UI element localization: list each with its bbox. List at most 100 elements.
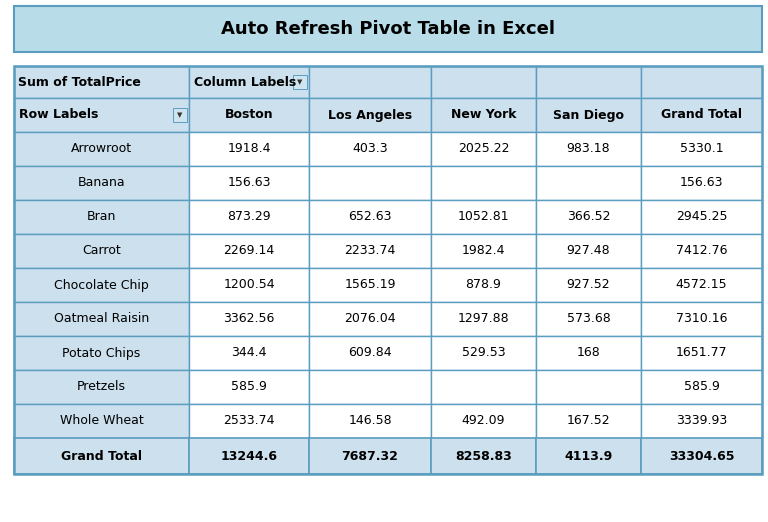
- Text: Chocolate Chip: Chocolate Chip: [54, 279, 149, 291]
- Text: 573.68: 573.68: [567, 313, 611, 326]
- Bar: [641, 66, 762, 98]
- Text: 344.4: 344.4: [231, 347, 266, 360]
- Bar: [431, 302, 536, 336]
- Bar: [309, 200, 431, 234]
- Bar: [14, 166, 189, 200]
- Text: Arrowroot: Arrowroot: [71, 143, 132, 156]
- Text: Auto Refresh Pivot Table in Excel: Auto Refresh Pivot Table in Excel: [221, 20, 555, 38]
- Text: 1565.19: 1565.19: [344, 279, 396, 291]
- Text: Column Labels: Column Labels: [194, 76, 296, 89]
- Bar: [536, 404, 641, 438]
- Text: 878.9: 878.9: [465, 279, 502, 291]
- Text: ▼: ▼: [177, 112, 183, 118]
- Text: 529.53: 529.53: [462, 347, 505, 360]
- Text: 2533.74: 2533.74: [223, 414, 275, 428]
- Text: 156.63: 156.63: [680, 176, 723, 189]
- Text: Grand Total: Grand Total: [61, 449, 142, 462]
- Bar: [14, 438, 189, 474]
- Bar: [14, 404, 189, 438]
- Bar: [309, 98, 431, 132]
- Bar: [536, 98, 641, 132]
- Bar: [536, 234, 641, 268]
- Bar: [189, 302, 309, 336]
- Bar: [431, 200, 536, 234]
- Bar: [536, 200, 641, 234]
- Bar: [14, 336, 189, 370]
- Bar: [14, 200, 189, 234]
- Bar: [431, 234, 536, 268]
- Bar: [189, 438, 309, 474]
- Bar: [14, 234, 189, 268]
- Bar: [641, 132, 762, 166]
- Text: Grand Total: Grand Total: [661, 109, 742, 122]
- Bar: [431, 166, 536, 200]
- Bar: [641, 370, 762, 404]
- Text: 366.52: 366.52: [567, 210, 611, 223]
- Bar: [536, 66, 641, 98]
- Text: 4113.9: 4113.9: [564, 449, 613, 462]
- Bar: [641, 438, 762, 474]
- Bar: [309, 336, 431, 370]
- Bar: [309, 234, 431, 268]
- Text: 585.9: 585.9: [684, 381, 720, 394]
- Text: 167.52: 167.52: [567, 414, 611, 428]
- Bar: [309, 132, 431, 166]
- Bar: [641, 302, 762, 336]
- Text: 3362.56: 3362.56: [223, 313, 275, 326]
- Text: 168: 168: [577, 347, 601, 360]
- Bar: [293, 75, 307, 89]
- Text: 8258.83: 8258.83: [455, 449, 512, 462]
- Text: Oatmeal Raisin: Oatmeal Raisin: [54, 313, 149, 326]
- Text: 652.63: 652.63: [348, 210, 392, 223]
- Bar: [431, 268, 536, 302]
- Text: 7412.76: 7412.76: [676, 244, 727, 257]
- Text: 7310.16: 7310.16: [676, 313, 727, 326]
- Bar: [641, 404, 762, 438]
- Bar: [641, 268, 762, 302]
- Text: San Diego: San Diego: [553, 109, 624, 122]
- Bar: [14, 98, 189, 132]
- Text: Boston: Boston: [225, 109, 273, 122]
- Text: Banana: Banana: [78, 176, 125, 189]
- Bar: [536, 132, 641, 166]
- Bar: [189, 234, 309, 268]
- Text: 3339.93: 3339.93: [676, 414, 727, 428]
- Bar: [431, 98, 536, 132]
- Bar: [431, 66, 536, 98]
- Bar: [14, 66, 762, 474]
- Text: 927.48: 927.48: [567, 244, 611, 257]
- Text: 1200.54: 1200.54: [223, 279, 275, 291]
- Text: 927.52: 927.52: [567, 279, 611, 291]
- Text: 2025.22: 2025.22: [458, 143, 509, 156]
- Text: 7687.32: 7687.32: [342, 449, 399, 462]
- Bar: [189, 166, 309, 200]
- Bar: [536, 268, 641, 302]
- Bar: [14, 132, 189, 166]
- Bar: [14, 370, 189, 404]
- Text: Whole Wheat: Whole Wheat: [60, 414, 144, 428]
- Bar: [536, 166, 641, 200]
- Bar: [431, 438, 536, 474]
- Bar: [641, 98, 762, 132]
- Text: 33304.65: 33304.65: [669, 449, 734, 462]
- Text: 156.63: 156.63: [227, 176, 271, 189]
- Text: Sum of TotalPrice: Sum of TotalPrice: [18, 76, 141, 89]
- Bar: [189, 336, 309, 370]
- Text: 609.84: 609.84: [348, 347, 392, 360]
- Bar: [14, 268, 189, 302]
- Text: 1651.77: 1651.77: [676, 347, 727, 360]
- Text: 403.3: 403.3: [353, 143, 388, 156]
- Text: 13244.6: 13244.6: [220, 449, 277, 462]
- Text: 2076.04: 2076.04: [344, 313, 396, 326]
- Bar: [189, 98, 309, 132]
- Bar: [189, 200, 309, 234]
- Text: 873.29: 873.29: [227, 210, 271, 223]
- Text: 492.09: 492.09: [462, 414, 505, 428]
- Bar: [14, 302, 189, 336]
- Bar: [173, 108, 187, 122]
- Bar: [309, 268, 431, 302]
- Text: 1297.88: 1297.88: [458, 313, 509, 326]
- Bar: [14, 6, 762, 52]
- Bar: [309, 404, 431, 438]
- Bar: [536, 438, 641, 474]
